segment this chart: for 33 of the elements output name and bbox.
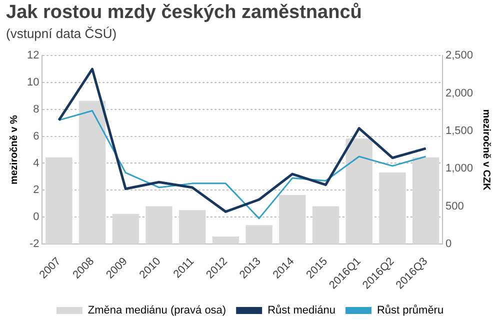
bar (146, 206, 172, 244)
bar (346, 138, 372, 244)
bar (312, 206, 340, 244)
bar (46, 157, 72, 244)
y-tick-label: 0 (33, 211, 40, 224)
y2-tick-label: 500 (445, 200, 464, 212)
y2-axis-title: meziročně v CZK (480, 109, 492, 192)
y-tick-label: 6 (33, 130, 40, 142)
bar (379, 172, 406, 244)
y-tick-label: 12 (26, 50, 40, 62)
bar (112, 214, 139, 244)
bar (212, 236, 240, 244)
chart-subtitle: (vstupní data ČSÚ) (6, 26, 117, 41)
legend-label: Růst průměru (376, 304, 444, 317)
y-tick-label: -2 (29, 238, 40, 250)
y-tick-label: 8 (33, 103, 40, 116)
legend-label: Změna mediánu (pravá osa) (88, 304, 226, 317)
y-tick-label: 4 (33, 157, 40, 170)
y2-tick-label: 1,000 (445, 162, 474, 175)
bar (78, 100, 106, 244)
bar (246, 225, 272, 244)
y2-tick-label: 0 (445, 238, 452, 250)
y-tick-label: 2 (33, 184, 40, 196)
bar (412, 157, 440, 244)
legend-label: Růst mediánu (268, 304, 336, 317)
y-axis-title: meziročně v % (8, 114, 20, 185)
bar (279, 195, 306, 244)
y2-tick-label: 2,000 (445, 87, 474, 100)
bar (178, 210, 206, 244)
y2-tick-label: 2,500 (445, 50, 474, 62)
y2-tick-label: 1,500 (445, 124, 474, 137)
y-tick-label: 10 (26, 76, 40, 89)
chart-title: Jak rostou mzdy českých zaměstnanců (6, 2, 362, 24)
